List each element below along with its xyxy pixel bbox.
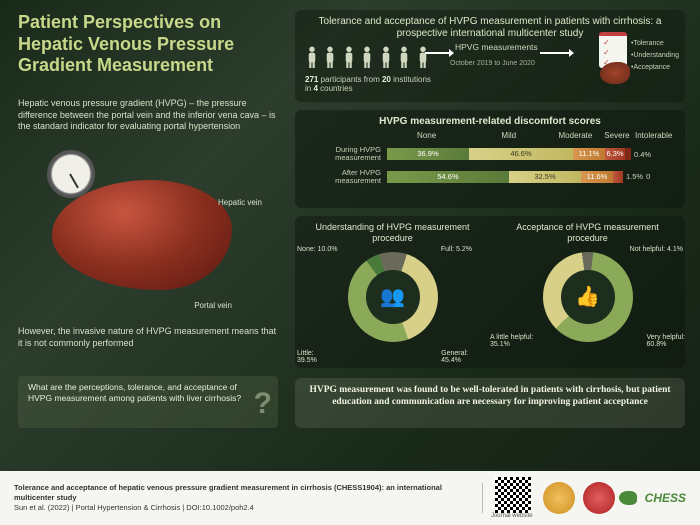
liver-logo-icon: [619, 491, 637, 505]
qr-section: Journal website: [491, 477, 539, 519]
institution-badge-icon: [583, 482, 615, 514]
conclusion: HVPG measurement was found to be well-to…: [295, 378, 685, 428]
invasive-note: However, the invasive nature of HVPG mea…: [18, 326, 278, 349]
liver-mini-icon: [600, 62, 630, 84]
qr-code-icon: [495, 477, 531, 513]
liver-diagram: Hepatic vein Portal vein: [32, 150, 262, 310]
portal-vein-label: Portal vein: [194, 301, 232, 310]
understanding-panel: Understanding of HVPG measurement proced…: [295, 216, 490, 368]
bar-row-after: After HVPG measurement 54.6% 32.5% 11.6%…: [307, 169, 673, 186]
main-title: Patient Perspectives on Hepatic Venous P…: [18, 12, 278, 77]
discomfort-title: HVPG measurement-related discomfort scor…: [307, 116, 673, 127]
hepatic-vein-label: Hepatic vein: [218, 198, 262, 207]
pressure-gauge-icon: [47, 150, 95, 198]
discomfort-panel: HVPG measurement-related discomfort scor…: [295, 110, 685, 208]
chess-logo: CHESS: [619, 491, 686, 505]
hvpg-description: Hepatic venous pressure gradient (HVPG) …: [18, 98, 278, 133]
acceptance-panel: Acceptance of HVPG measurement procedure…: [490, 216, 685, 368]
citation: Tolerance and acceptance of hepatic veno…: [14, 483, 474, 512]
question-mark-icon: ?: [254, 384, 272, 423]
institution-badge-icon: [543, 482, 575, 514]
date-range: October 2019 to June 2020: [450, 60, 535, 67]
donuts-panel: Understanding of HVPG measurement proced…: [295, 216, 685, 368]
arrow-icon: [425, 52, 450, 54]
arrow-icon: [540, 52, 570, 54]
outcome-labels: •Tolerance •Understanding •Acceptance: [631, 38, 679, 74]
scale-header: None Mild Moderate Severe Intolerable: [387, 131, 673, 140]
footer: Tolerance and acceptance of hepatic veno…: [0, 471, 700, 525]
people-talk-icon: 👥: [380, 284, 405, 309]
bar-row-during: During HVPG measurement 36.9% 46.6% 11.1…: [307, 146, 673, 163]
people-icons: [305, 46, 430, 73]
study-summary-panel: Tolerance and acceptance of HVPG measure…: [295, 10, 685, 102]
hpvg-label: HPVG measurements: [455, 42, 538, 52]
research-question: What are the perceptions, tolerance, and…: [18, 376, 278, 428]
thumbs-up-icon: 👍: [575, 284, 600, 309]
